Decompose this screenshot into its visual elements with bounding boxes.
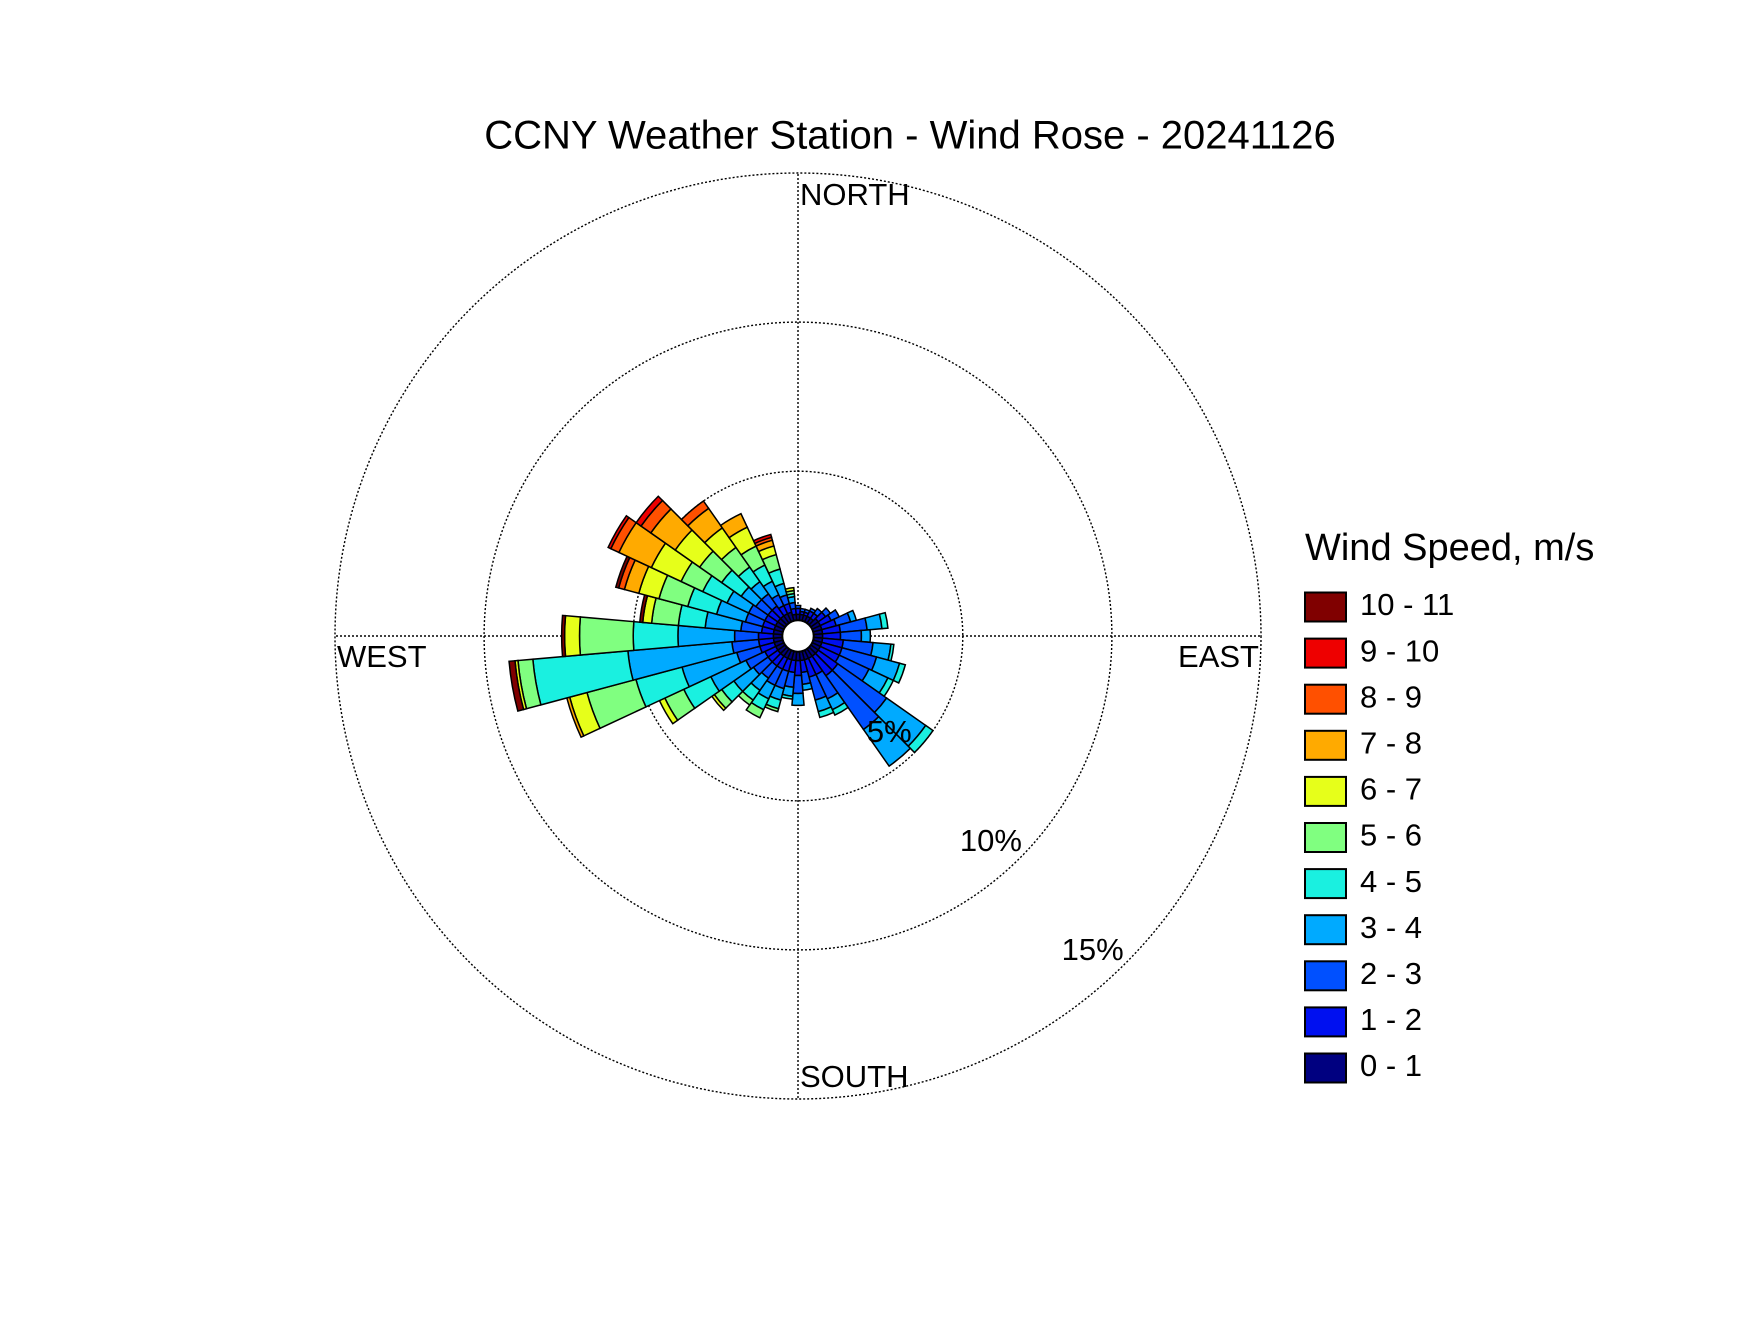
- wind-segment: [907, 724, 935, 754]
- legend-label: 10 - 11: [1360, 587, 1454, 622]
- wind-segment: [560, 614, 567, 658]
- legend-label: 9 - 10: [1360, 633, 1439, 668]
- direction-label: SOUTH: [800, 1059, 909, 1094]
- wind-segment: [878, 611, 889, 630]
- wind-segment: [752, 533, 773, 545]
- legend-label: 5 - 6: [1360, 818, 1422, 853]
- legend-label: 0 - 1: [1360, 1048, 1422, 1083]
- legend-swatch: [1304, 683, 1347, 715]
- wind-segment: [508, 659, 525, 712]
- ring-label: 10%: [960, 823, 1022, 858]
- wind-segment: [784, 586, 795, 593]
- legend-label: 6 - 7: [1360, 772, 1422, 807]
- wind-segment: [607, 514, 630, 550]
- legend-swatch: [1304, 822, 1347, 853]
- legend-swatch: [1304, 1052, 1347, 1084]
- legend-swatch: [1304, 775, 1347, 807]
- ring-label: 5%: [867, 714, 912, 749]
- grid-ring: [334, 172, 1262, 1100]
- wind-segment: [817, 705, 835, 719]
- center-hole: [781, 619, 815, 653]
- wind-segment: [892, 662, 907, 684]
- wind-segment: [719, 512, 749, 539]
- chart-title: CCNY Weather Station - Wind Rose - 20241…: [484, 114, 1336, 158]
- wind-segment: [862, 715, 912, 768]
- legend-label: 2 - 3: [1360, 956, 1422, 991]
- wind-segment: [635, 495, 664, 528]
- bars: [508, 495, 935, 768]
- legend-label: 1 - 2: [1360, 1002, 1422, 1037]
- legend-swatch: [1304, 637, 1347, 669]
- legend-label: 7 - 8: [1360, 725, 1422, 760]
- legend-label: 3 - 4: [1360, 910, 1422, 945]
- legend-swatch: [1304, 960, 1347, 992]
- direction-label: WEST: [337, 639, 427, 674]
- wind-segment: [745, 701, 765, 719]
- ring-label: 15%: [1062, 932, 1124, 967]
- legend-swatch: [1304, 914, 1347, 946]
- wind-segment: [860, 628, 872, 644]
- legend-title: Wind Speed, m/s: [1305, 527, 1594, 569]
- labels: 5% 10% 15% NORTH EAST SOUTH WEST: [337, 177, 1259, 1094]
- direction-label: NORTH: [800, 177, 910, 212]
- legend-swatch: [1304, 591, 1347, 623]
- legend-label: 8 - 9: [1360, 679, 1422, 714]
- wind-segment: [831, 701, 850, 717]
- wind-segment: [563, 614, 582, 658]
- grid-ring: [483, 321, 1113, 951]
- legend-swatch: [1304, 1006, 1347, 1038]
- wind-segment: [791, 692, 805, 707]
- legend-swatch: [1304, 729, 1347, 761]
- legend-label: 4 - 5: [1360, 864, 1422, 899]
- legend-swatch: [1304, 868, 1347, 900]
- wind-segment: [680, 499, 710, 527]
- direction-label: EAST: [1178, 639, 1259, 674]
- legend: Wind Speed, m/s 10 - 11 9 - 10 8 - 9 7 - 8 6…: [1304, 527, 1594, 1084]
- wind-segment: [578, 616, 635, 656]
- wind-segment: [632, 620, 680, 652]
- wind-segment: [801, 681, 814, 692]
